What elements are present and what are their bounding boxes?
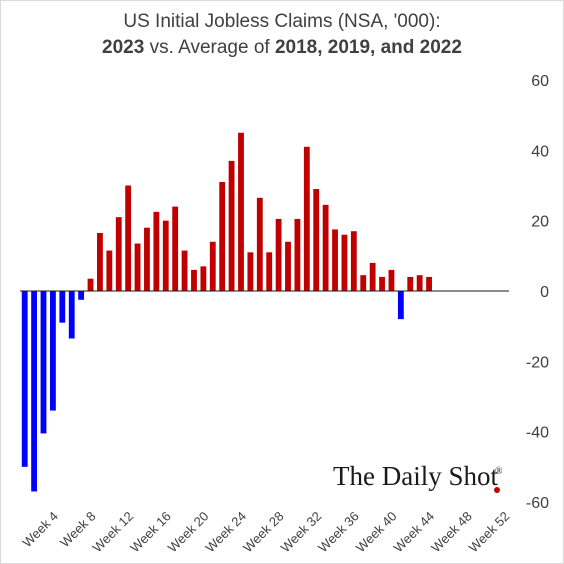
x-tick-label: Week 12 [89, 509, 136, 556]
bar-week-42 [407, 276, 414, 291]
y-tick-label: 60 [531, 73, 549, 90]
bar-week-13 [134, 243, 141, 291]
bar-week-34 [332, 229, 338, 291]
bar-week-2 [31, 291, 38, 492]
bar-week-16 [162, 220, 169, 291]
bar-week-12 [125, 185, 132, 291]
logo-registered-mark: ® [495, 466, 503, 477]
y-axis: 60 40 20 0 -20 -40 -60 [526, 73, 549, 512]
bar-week-38 [369, 262, 376, 291]
bar-week-36 [350, 231, 357, 291]
bar-week-8 [87, 278, 94, 291]
bar-week-15 [153, 211, 160, 292]
bar-week-43 [416, 275, 423, 291]
y-tick-label: 0 [540, 284, 549, 301]
x-tick-label: Week 48 [428, 509, 475, 556]
bar-week-5 [59, 291, 66, 323]
bar-week-25 [247, 252, 254, 291]
bar-week-14 [144, 227, 150, 291]
bar-week-10 [106, 250, 113, 291]
bar-week-37 [360, 275, 367, 291]
title-part: 2018, 2019, and 2022 [274, 37, 462, 58]
y-tick-label: -40 [526, 425, 549, 442]
bar-week-6 [68, 291, 75, 339]
bar-week-20 [200, 266, 207, 291]
x-tick-label: Week 52 [466, 509, 513, 556]
bar-week-24 [238, 132, 244, 291]
x-tick-label: Week 28 [240, 509, 287, 556]
x-tick-label: Week 16 [127, 509, 174, 556]
y-tick-label: 20 [531, 214, 549, 231]
bar-week-23 [228, 160, 235, 291]
bar-week-3 [40, 291, 47, 434]
bar-week-17 [172, 206, 179, 291]
bar-week-9 [97, 232, 103, 291]
chart-title-line2: 2023 vs. Average of 2018, 2019, and 2022 [1, 37, 563, 59]
bar-week-41 [397, 291, 404, 320]
bar-week-44 [426, 276, 432, 291]
logo-dot [494, 487, 500, 493]
chart-title-line1: US Initial Jobless Claims (NSA, '000): [123, 11, 441, 32]
bar-week-33 [322, 204, 329, 291]
logo-text: The Daily Shot [333, 461, 498, 491]
y-tick-label: 40 [531, 143, 549, 160]
bar-week-30 [294, 218, 301, 291]
bar-week-40 [388, 269, 395, 291]
y-tick-label: -60 [526, 495, 549, 512]
bar-week-31 [303, 146, 310, 291]
bar-week-11 [115, 217, 122, 291]
bar-week-39 [379, 276, 385, 291]
bar-week-35 [341, 234, 348, 291]
bar-week-22 [219, 181, 226, 291]
x-tick-label: Week 36 [315, 509, 362, 556]
title-part: vs. Average of [144, 37, 275, 58]
title-part: 2023 [102, 37, 145, 58]
y-tick-label: -20 [526, 354, 549, 371]
bars-group [21, 132, 432, 492]
logo: The Daily Shot ® [333, 461, 503, 493]
bar-week-4 [50, 291, 56, 411]
bar-week-19 [191, 269, 197, 291]
bar-week-26 [256, 197, 263, 291]
x-tick-label: Week 44 [390, 509, 437, 556]
bar-week-28 [275, 218, 282, 291]
x-tick-label: Week 4 [19, 509, 61, 551]
x-tick-label: Week 24 [202, 509, 249, 556]
bar-week-21 [209, 241, 216, 291]
bar-week-18 [181, 250, 188, 291]
bar-week-27 [266, 252, 273, 291]
x-tick-label: Week 20 [165, 509, 212, 556]
bar-week-29 [285, 241, 291, 291]
bar-week-32 [313, 189, 320, 291]
x-tick-label: Week 32 [278, 509, 325, 556]
bar-week-7 [78, 291, 85, 300]
x-tick-label: Week 40 [353, 509, 400, 556]
bar-week-1 [21, 291, 28, 467]
